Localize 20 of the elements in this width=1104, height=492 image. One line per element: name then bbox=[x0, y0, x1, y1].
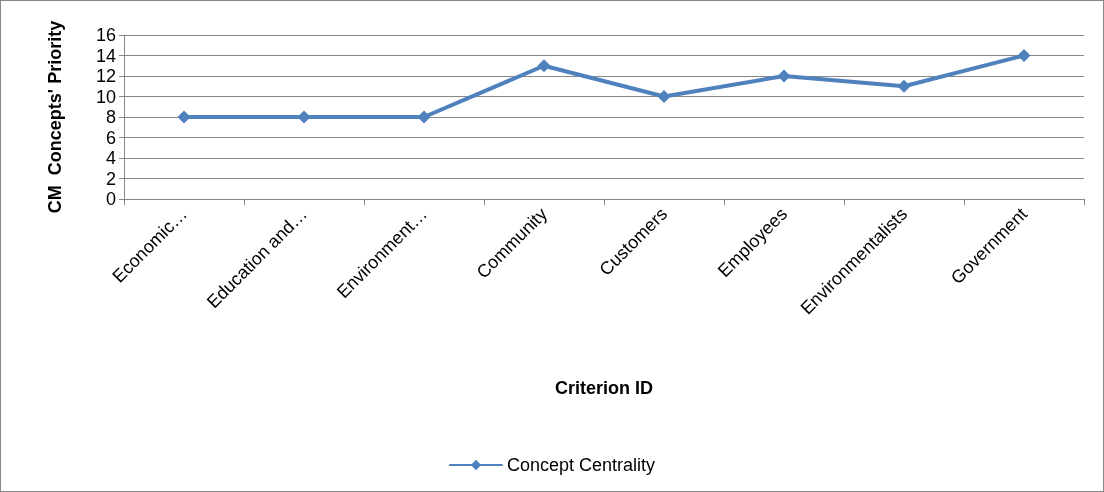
y-tick-label: 8 bbox=[105, 107, 116, 127]
y-tick-label: 0 bbox=[105, 189, 116, 209]
y-tick-label: 14 bbox=[95, 45, 116, 66]
point bbox=[537, 59, 551, 73]
point bbox=[1017, 49, 1031, 62]
y-tick-label: 4 bbox=[105, 148, 116, 168]
y-tick-label: 12 bbox=[95, 66, 116, 86]
x-axis-title: Criterion ID bbox=[554, 378, 654, 398]
point bbox=[417, 110, 431, 124]
y-tick-label: 10 bbox=[95, 86, 116, 107]
point bbox=[777, 69, 791, 83]
point bbox=[177, 110, 191, 124]
y-tick-label: 6 bbox=[105, 127, 116, 148]
legend-label: Concept Centrality bbox=[506, 455, 656, 475]
y-axis-title: CM Concepts' Priority bbox=[45, 20, 65, 214]
y-tick-label: 16 bbox=[95, 25, 116, 45]
point bbox=[297, 110, 311, 124]
point bbox=[897, 79, 911, 93]
point bbox=[657, 90, 671, 103]
y-tick-label: 2 bbox=[105, 168, 116, 189]
